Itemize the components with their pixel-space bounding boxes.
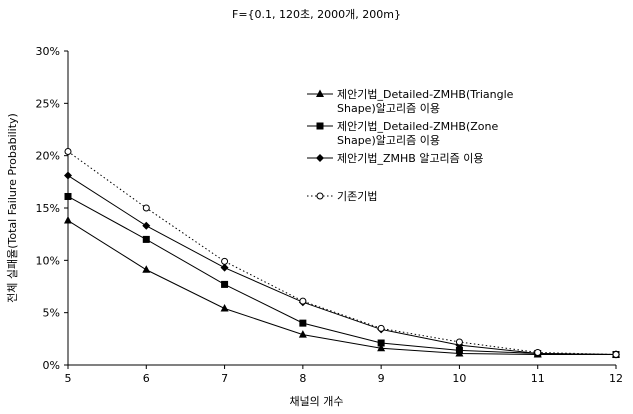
data-point bbox=[142, 265, 151, 273]
legend-marker bbox=[316, 192, 324, 200]
y-tick-label: 20% bbox=[36, 150, 60, 163]
x-tick-label: 9 bbox=[378, 372, 385, 385]
data-point bbox=[377, 339, 385, 347]
legend-item: 제안기법_Detailed-ZMHB(Zone Shape)알고리즘 이용 bbox=[307, 120, 498, 147]
data-point bbox=[455, 346, 463, 354]
data-point bbox=[534, 348, 542, 356]
y-tick-label: 0% bbox=[43, 359, 60, 372]
x-axis-label: 채널의 개수 bbox=[289, 395, 344, 408]
legend: 제안기법_Detailed-ZMHB(Triangle Shape)알고리즘 이용… bbox=[307, 88, 514, 203]
data-point bbox=[64, 192, 72, 200]
data-point bbox=[220, 303, 229, 312]
data-point bbox=[64, 171, 72, 180]
data-point bbox=[455, 338, 463, 346]
data-point bbox=[612, 351, 620, 359]
data-point bbox=[220, 263, 229, 272]
legend-label: 제안기법_ZMHB 알고리즘 이용 bbox=[337, 151, 484, 165]
chart-title: F={0.1, 120초, 2000개, 200m} bbox=[232, 8, 401, 21]
data-point bbox=[221, 280, 229, 288]
data-point bbox=[298, 330, 307, 338]
x-tick-label: 6 bbox=[143, 372, 150, 385]
series-layer bbox=[64, 147, 620, 359]
x-tick-label: 8 bbox=[299, 372, 306, 385]
x-tick-label: 11 bbox=[531, 372, 545, 385]
y-tick-label: 10% bbox=[36, 254, 60, 267]
legend-item: 기존기법 bbox=[307, 190, 377, 203]
data-point bbox=[64, 147, 72, 155]
series-line bbox=[67, 175, 617, 356]
legend-marker bbox=[316, 89, 324, 97]
data-point bbox=[299, 319, 307, 327]
legend-item: 제안기법_Detailed-ZMHB(Triangle Shape)알고리즘 이용 bbox=[307, 88, 514, 115]
series-line bbox=[67, 151, 617, 356]
legend-label: 제안기법_Detailed-ZMHB(Triangle Shape)알고리즘 이용 bbox=[337, 88, 514, 115]
series-4 bbox=[64, 147, 620, 359]
data-point bbox=[299, 297, 307, 305]
legend-item: 제안기법_ZMHB 알고리즘 이용 bbox=[307, 151, 484, 165]
legend-marker bbox=[316, 154, 324, 162]
data-point bbox=[377, 324, 385, 332]
data-point bbox=[142, 221, 151, 230]
data-point bbox=[64, 216, 72, 224]
data-point bbox=[142, 204, 150, 212]
x-tick-label: 5 bbox=[65, 372, 72, 385]
legend-marker bbox=[316, 122, 324, 130]
y-tick-label: 15% bbox=[36, 202, 60, 215]
x-tick-label: 7 bbox=[221, 372, 228, 385]
x-tick-label: 10 bbox=[452, 372, 466, 385]
series-2 bbox=[64, 192, 620, 359]
data-point bbox=[221, 257, 229, 265]
series-line bbox=[67, 196, 617, 356]
x-tick-label: 12 bbox=[609, 372, 623, 385]
data-point bbox=[142, 235, 150, 243]
series-line bbox=[67, 220, 616, 356]
legend-label: 기존기법 bbox=[337, 190, 377, 203]
y-tick-label: 25% bbox=[36, 97, 60, 110]
data-point bbox=[377, 343, 386, 352]
legend-label: 제안기법_Detailed-ZMHB(Zone Shape)알고리즘 이용 bbox=[337, 120, 498, 147]
y-axis-label: 전체 실패율(Total Failure Probability) bbox=[6, 113, 19, 303]
axes: 0% 5% 10% 15% 20% 25% 30% 5 6 7 8 9 10 11 12 bbox=[36, 45, 623, 385]
y-tick-label: 5% bbox=[43, 307, 60, 320]
y-tick-label: 30% bbox=[36, 45, 60, 58]
